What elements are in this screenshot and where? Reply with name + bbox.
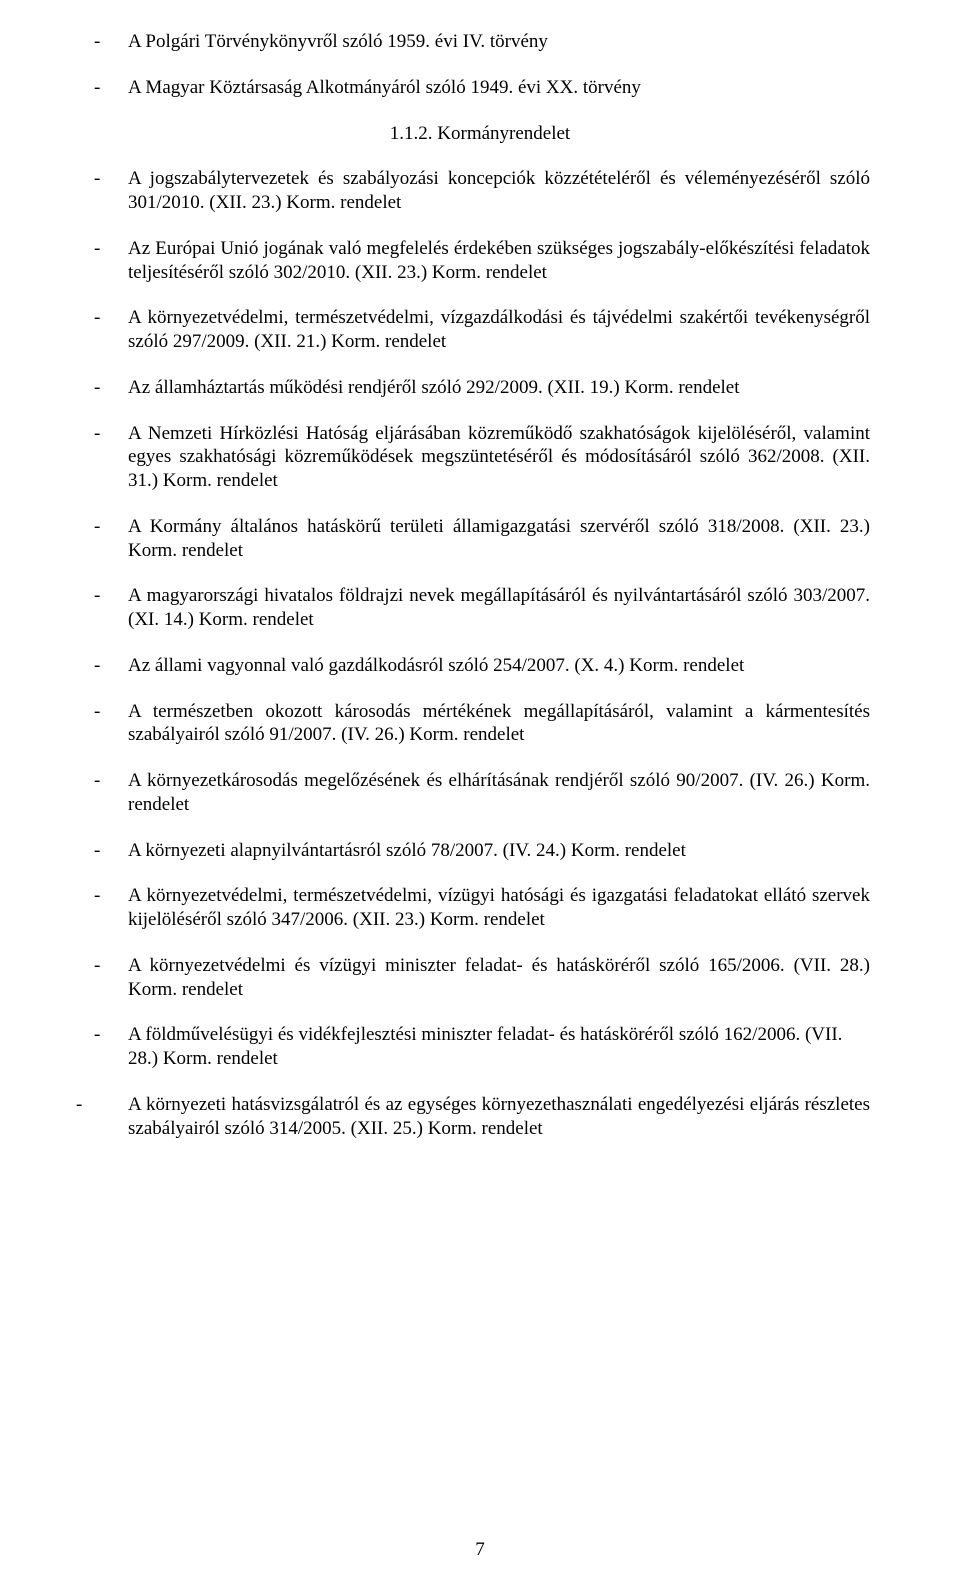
list-item: Az állami vagyonnal való gazdálkodásról … bbox=[90, 654, 870, 678]
section-heading: 1.1.2. Kormányrendelet bbox=[90, 122, 870, 146]
list-item: A környezeti alapnyilvántartásról szóló … bbox=[90, 839, 870, 863]
list-item: A környezetvédelmi, természetvédelmi, ví… bbox=[90, 306, 870, 354]
list-item: A környezetkárosodás megelőzésének és el… bbox=[90, 769, 870, 817]
list-item: A környezeti hatásvizsgálatról és az egy… bbox=[72, 1093, 870, 1141]
list-item: A környezetvédelmi és vízügyi miniszter … bbox=[90, 954, 870, 1002]
list-laws: A Polgári Törvénykönyvről szóló 1959. év… bbox=[90, 30, 870, 100]
list-trailing: A környezeti hatásvizsgálatról és az egy… bbox=[90, 1093, 870, 1141]
list-item: A Polgári Törvénykönyvről szóló 1959. év… bbox=[90, 30, 870, 54]
list-item: A magyarországi hivatalos földrajzi neve… bbox=[90, 584, 870, 632]
list-item: Az államháztartás működési rendjéről szó… bbox=[90, 376, 870, 400]
list-item: A jogszabálytervezetek és szabályozási k… bbox=[90, 167, 870, 215]
list-item: A Magyar Köztársaság Alkotmányáról szóló… bbox=[90, 76, 870, 100]
list-item: A környezetvédelmi, természetvédelmi, ví… bbox=[90, 884, 870, 932]
page-number: 7 bbox=[0, 1538, 960, 1562]
list-item: A földművelésügyi és vidékfejlesztési mi… bbox=[90, 1023, 870, 1071]
list-item: Az Európai Unió jogának való megfelelés … bbox=[90, 237, 870, 285]
section-heading-text: 1.1.2. Kormányrendelet bbox=[90, 122, 870, 146]
list-item: A Nemzeti Hírközlési Hatóság eljárásában… bbox=[90, 422, 870, 493]
list-item: A természetben okozott károsodás mértéké… bbox=[90, 700, 870, 748]
document-page: A Polgári Törvénykönyvről szóló 1959. év… bbox=[0, 0, 960, 1590]
list-item: A Kormány általános hatáskörű területi á… bbox=[90, 515, 870, 563]
list-decrees: A jogszabálytervezetek és szabályozási k… bbox=[90, 167, 870, 1071]
